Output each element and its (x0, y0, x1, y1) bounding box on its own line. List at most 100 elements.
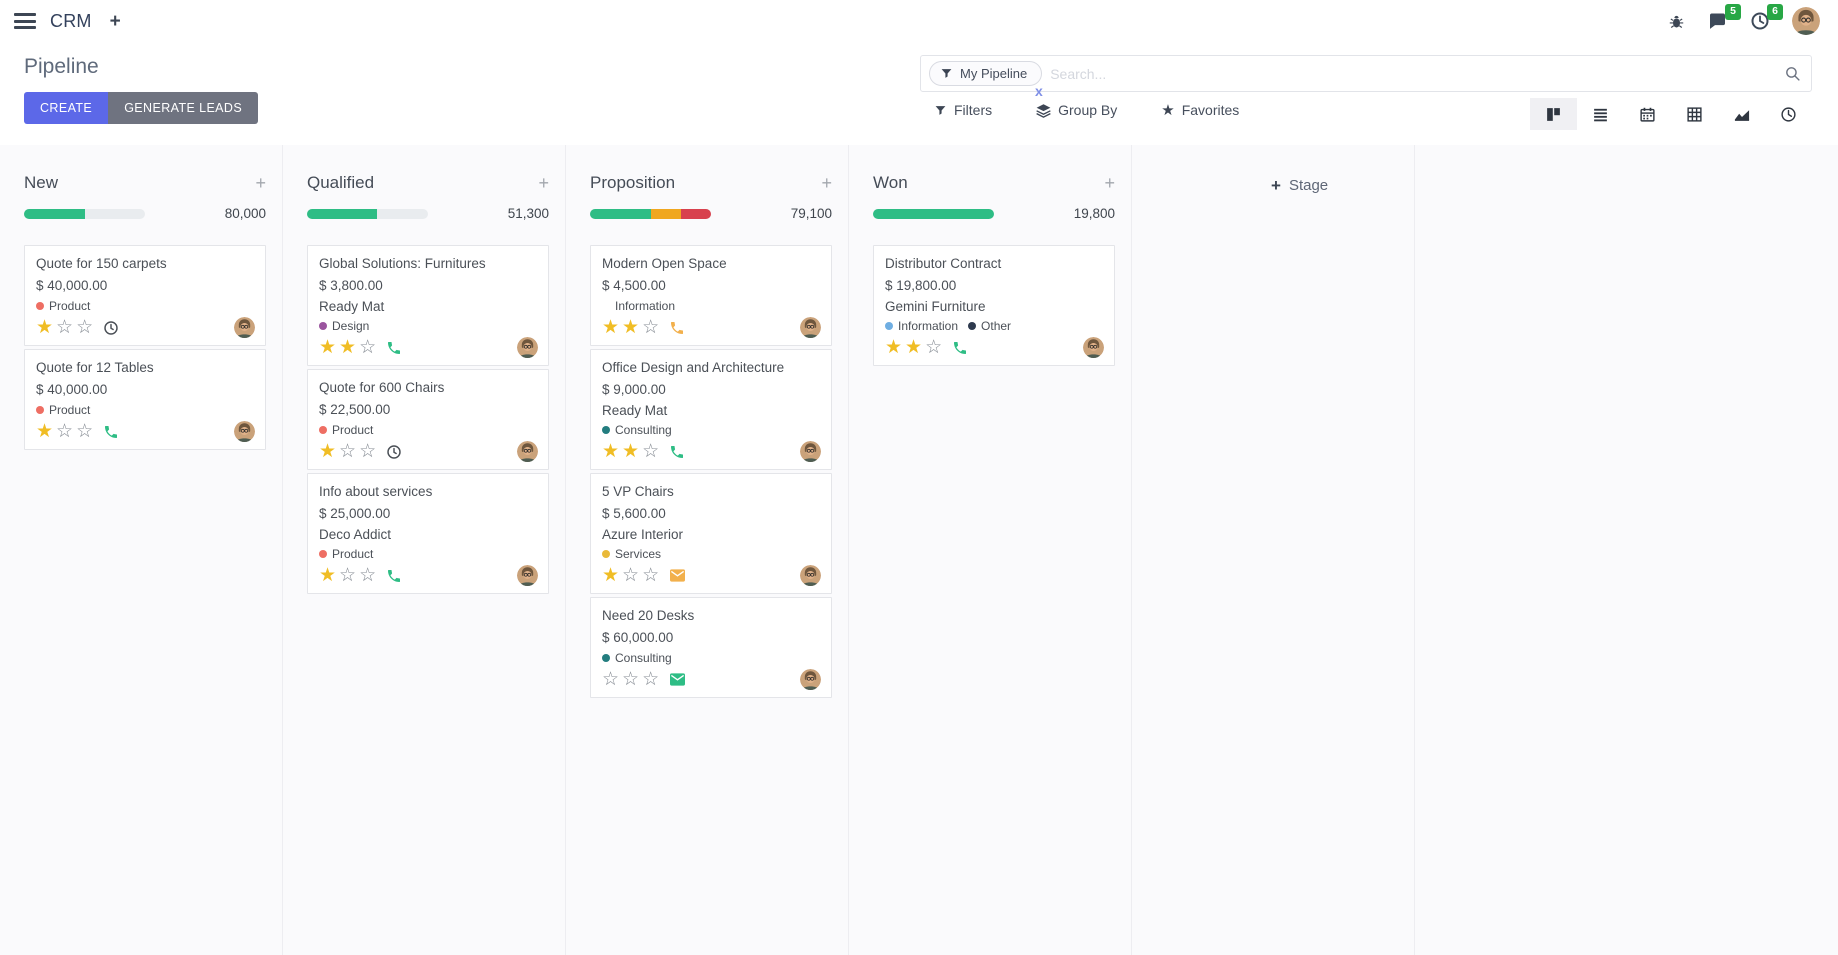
column-progressbar[interactable] (24, 208, 145, 219)
favorites-menu[interactable]: ★ Favorites (1161, 101, 1240, 119)
card-priority-stars[interactable]: ★ ★ ☆ (319, 338, 379, 357)
star-filled-icon[interactable]: ★ (622, 441, 640, 462)
apps-menu-icon[interactable] (14, 13, 36, 29)
card-priority-stars[interactable]: ★ ★ ☆ (602, 318, 662, 337)
card-tags: Consulting (602, 423, 821, 437)
phone-activity-icon[interactable] (103, 424, 119, 440)
column-quick-add-icon[interactable]: + (538, 173, 549, 193)
star-empty-icon[interactable]: ☆ (359, 565, 377, 586)
star-empty-icon[interactable]: ☆ (622, 565, 640, 586)
app-name[interactable]: CRM (50, 10, 92, 31)
star-filled-icon[interactable]: ★ (319, 441, 337, 462)
column-total: 19,800 (1073, 206, 1115, 221)
star-filled-icon[interactable]: ★ (602, 565, 620, 586)
add-menu-icon[interactable]: + (109, 10, 121, 32)
user-avatar[interactable] (1792, 7, 1820, 35)
column-quick-add-icon[interactable]: + (1104, 173, 1115, 193)
card-tags: Services (602, 547, 821, 561)
search-input[interactable] (1050, 65, 1784, 82)
star-empty-icon[interactable]: ☆ (642, 565, 660, 586)
kanban-card[interactable]: Info about services $ 25,000.00 Deco Add… (307, 473, 549, 594)
activities-icon[interactable]: 6 (1750, 4, 1783, 31)
kanban-card[interactable]: Office Design and Architecture $ 9,000.0… (590, 349, 832, 470)
star-empty-icon[interactable]: ☆ (56, 421, 74, 442)
star-empty-icon[interactable]: ☆ (602, 669, 620, 690)
star-empty-icon[interactable]: ☆ (642, 317, 660, 338)
phone-activity-icon[interactable] (669, 444, 685, 460)
calendar-view-button[interactable] (1624, 98, 1671, 130)
column-progressbar[interactable] (590, 208, 711, 219)
star-filled-icon[interactable]: ★ (319, 337, 337, 358)
search-bar[interactable]: My Pipeline x (920, 55, 1812, 98)
card-priority-stars[interactable]: ★ ☆ ☆ (319, 566, 379, 585)
create-button[interactable]: CREATE (24, 92, 109, 124)
envelope-activity-icon[interactable] (669, 672, 686, 687)
card-title: Quote for 600 Chairs (319, 380, 445, 395)
card-title: Need 20 Desks (602, 608, 695, 623)
card-partner: Ready Mat (602, 403, 668, 418)
card-priority-stars[interactable]: ★ ☆ ☆ (36, 318, 96, 337)
clock-activity-icon[interactable] (103, 320, 119, 336)
generate-leads-button[interactable]: GENERATE LEADS (108, 92, 259, 124)
facet-remove-icon[interactable]: x (1035, 83, 1043, 99)
star-filled-icon[interactable]: ★ (622, 317, 640, 338)
star-empty-icon[interactable]: ☆ (76, 421, 94, 442)
add-stage-button[interactable]: + Stage (1271, 176, 1329, 195)
star-empty-icon[interactable]: ☆ (925, 337, 943, 358)
star-filled-icon[interactable]: ★ (602, 317, 620, 338)
debug-bug-icon[interactable] (1668, 13, 1685, 30)
card-priority-stars[interactable]: ☆ ☆ ☆ (602, 670, 662, 689)
phone-activity-icon[interactable] (386, 340, 402, 356)
activity-view-button[interactable] (1765, 98, 1812, 130)
card-owner-avatar (234, 317, 255, 338)
search-icon[interactable] (1784, 65, 1801, 82)
kanban-card[interactable]: Quote for 600 Chairs $ 22,500.00 Product… (307, 369, 549, 470)
kanban-card[interactable]: Need 20 Desks $ 60,000.00 Consulting ☆ ☆ ☆ (590, 597, 832, 698)
pivot-view-button[interactable] (1671, 98, 1718, 130)
phone-activity-icon[interactable] (952, 340, 968, 356)
list-view-button[interactable] (1577, 98, 1624, 130)
filters-menu[interactable]: Filters (934, 102, 992, 118)
star-empty-icon[interactable]: ☆ (642, 441, 660, 462)
star-filled-icon[interactable]: ★ (339, 337, 357, 358)
envelope-activity-icon[interactable] (669, 568, 686, 583)
kanban-card[interactable]: Global Solutions: Furnitures $ 3,800.00 … (307, 245, 549, 366)
search-facet-my-pipeline[interactable]: My Pipeline (929, 61, 1043, 86)
star-filled-icon[interactable]: ★ (602, 441, 620, 462)
star-empty-icon[interactable]: ☆ (339, 441, 357, 462)
star-empty-icon[interactable]: ☆ (56, 317, 74, 338)
phone-activity-icon[interactable] (669, 320, 685, 336)
column-quick-add-icon[interactable]: + (821, 173, 832, 193)
group-by-menu[interactable]: Group By (1036, 102, 1117, 118)
messages-icon[interactable]: 5 (1707, 4, 1741, 31)
star-empty-icon[interactable]: ☆ (359, 441, 377, 462)
column-progressbar[interactable] (307, 208, 428, 219)
kanban-card[interactable]: 5 VP Chairs $ 5,600.00 Azure Interior Se… (590, 473, 832, 594)
star-empty-icon[interactable]: ☆ (622, 669, 640, 690)
star-empty-icon[interactable]: ☆ (642, 669, 660, 690)
star-empty-icon[interactable]: ☆ (76, 317, 94, 338)
column-total: 51,300 (507, 206, 549, 221)
kanban-view-button[interactable] (1530, 98, 1577, 130)
column-quick-add-icon[interactable]: + (255, 173, 266, 193)
star-empty-icon[interactable]: ☆ (339, 565, 357, 586)
star-filled-icon[interactable]: ★ (36, 317, 54, 338)
star-filled-icon[interactable]: ★ (319, 565, 337, 586)
star-empty-icon[interactable]: ☆ (359, 337, 377, 358)
star-filled-icon[interactable]: ★ (885, 337, 903, 358)
kanban-card[interactable]: Quote for 150 carpets $ 40,000.00 Produc… (24, 245, 266, 346)
card-priority-stars[interactable]: ★ ★ ☆ (602, 442, 662, 461)
kanban-card[interactable]: Modern Open Space $ 4,500.00 Information… (590, 245, 832, 346)
card-priority-stars[interactable]: ★ ★ ☆ (885, 338, 945, 357)
star-filled-icon[interactable]: ★ (905, 337, 923, 358)
card-priority-stars[interactable]: ★ ☆ ☆ (602, 566, 662, 585)
clock-activity-icon[interactable] (386, 444, 402, 460)
star-filled-icon[interactable]: ★ (36, 421, 54, 442)
card-priority-stars[interactable]: ★ ☆ ☆ (36, 422, 96, 441)
phone-activity-icon[interactable] (386, 568, 402, 584)
kanban-card[interactable]: Quote for 12 Tables $ 40,000.00 Product … (24, 349, 266, 450)
kanban-card[interactable]: Distributor Contract $ 19,800.00 Gemini … (873, 245, 1115, 366)
graph-view-button[interactable] (1718, 98, 1765, 130)
card-priority-stars[interactable]: ★ ☆ ☆ (319, 442, 379, 461)
column-progressbar[interactable] (873, 208, 994, 219)
